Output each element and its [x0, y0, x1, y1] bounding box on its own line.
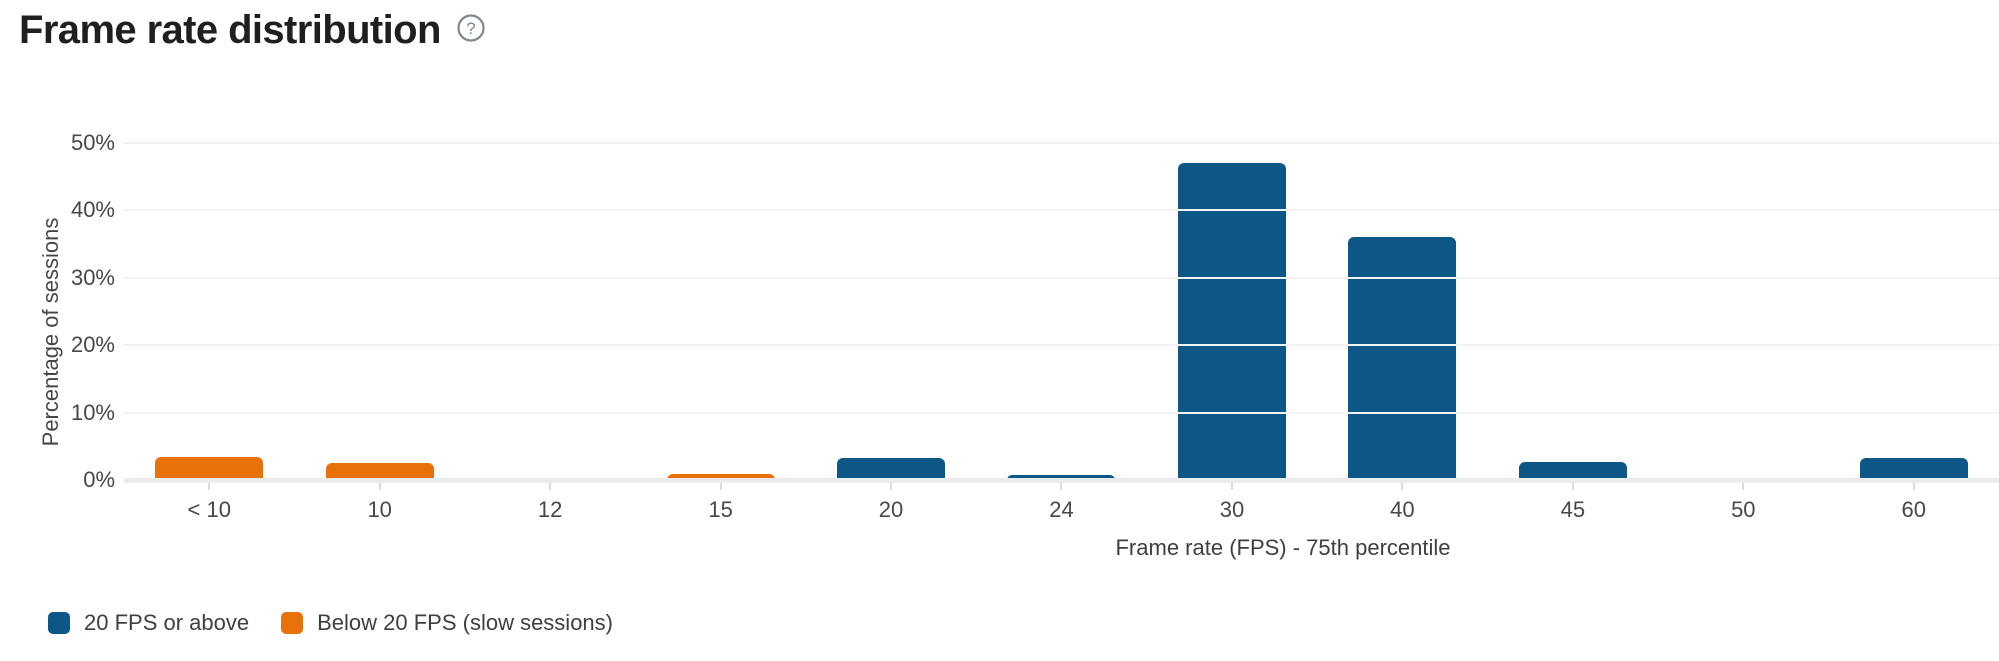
x-axis-labels: < 10 10 12 15 20 24 30 40 45 50 60: [124, 483, 1999, 523]
x-category-label-40: 40: [1390, 497, 1415, 522]
x-slot-40: 40: [1317, 483, 1487, 523]
bar-slot-60: [1829, 143, 1999, 480]
bar-slot-50: [1658, 143, 1828, 480]
x-slot-60: 60: [1829, 483, 1999, 523]
x-category-label-20: 20: [878, 497, 904, 522]
x-category-label-60: 60: [1901, 497, 1926, 522]
x-tickmark-20: [890, 483, 893, 490]
x-slot-50: 50: [1658, 483, 1828, 523]
x-slot-< 10: < 10: [124, 483, 294, 523]
gridline-10%: [124, 411, 1999, 414]
bar-60[interactable]: [1859, 458, 1968, 480]
x-slot-20: 20: [806, 483, 976, 523]
bar-slot-24: [976, 143, 1146, 480]
x-axis-title: Frame rate (FPS) - 75th percentile: [1115, 535, 1451, 560]
bar-slot-30: [1147, 143, 1317, 480]
x-category-label-50: 50: [1731, 497, 1756, 522]
x-axis-baseline: [124, 478, 1999, 483]
x-slot-45: 45: [1488, 483, 1658, 523]
x-tickmark-60: [1912, 483, 1915, 490]
y-tick-label-10%: 10%: [70, 399, 115, 425]
bar-slot-12: [465, 143, 635, 480]
x-tickmark-10: [378, 483, 381, 490]
x-tickmark-< 10: [208, 483, 211, 490]
x-tickmark-40: [1401, 483, 1404, 490]
bar-slot-10: [294, 143, 464, 480]
bar-slot-< 10: [124, 143, 294, 480]
legend-swatch-icon: [48, 612, 70, 634]
bar-10[interactable]: [325, 463, 434, 480]
y-tick-label-30%: 30%: [70, 264, 115, 290]
x-slot-10: 10: [294, 483, 464, 523]
bar-45[interactable]: [1518, 461, 1627, 480]
y-tick-label-50%: 50%: [70, 130, 115, 155]
bar-slot-20: [806, 143, 976, 480]
x-category-label-15: 15: [708, 497, 733, 522]
gridline-30%: [124, 276, 1999, 279]
legend-item-20-fps-or-above: 20 FPS or above: [48, 610, 249, 636]
x-slot-24: 24: [976, 483, 1146, 523]
bar-40[interactable]: [1348, 237, 1457, 480]
bar-20[interactable]: [837, 458, 946, 480]
gridline-50%: [124, 142, 1999, 144]
y-tick-label-20%: 20%: [70, 332, 115, 358]
x-slot-12: 12: [465, 483, 635, 523]
gridline-20%: [124, 344, 1999, 347]
x-tickmark-45: [1571, 483, 1574, 490]
title-row: Frame rate distribution ?: [19, 8, 486, 53]
bar-< 10[interactable]: [155, 457, 264, 480]
svg-text:?: ?: [466, 19, 475, 38]
legend-item-below-20-fps-(slow-sessions): Below 20 FPS (slow sessions): [281, 610, 613, 636]
x-category-label-< 10: < 10: [187, 497, 231, 522]
bar-15[interactable]: [666, 473, 775, 480]
legend-swatch-icon: [281, 612, 304, 634]
x-category-label-12: 12: [537, 497, 563, 522]
bar-30[interactable]: [1177, 163, 1286, 480]
bar-24[interactable]: [1007, 475, 1116, 480]
page-title: Frame rate distribution: [19, 8, 441, 52]
x-tickmark-24: [1060, 483, 1063, 490]
x-category-label-45: 45: [1560, 497, 1586, 522]
x-slot-30: 30: [1147, 483, 1317, 523]
x-category-label-24: 24: [1049, 497, 1074, 522]
x-tickmark-15: [719, 483, 722, 490]
bar-slot-40: [1317, 143, 1487, 480]
gridline-40%: [124, 209, 1999, 212]
plot-area: [124, 142, 1999, 480]
legend-label: Below 20 FPS (slow sessions): [317, 610, 613, 635]
x-tickmark-30: [1230, 483, 1233, 490]
x-tickmark-50: [1742, 483, 1745, 490]
x-category-label-30: 30: [1219, 497, 1245, 522]
legend-label: 20 FPS or above: [84, 610, 250, 635]
y-tick-label-40%: 40%: [70, 197, 115, 223]
bar-slot-15: [635, 143, 805, 480]
x-slot-15: 15: [635, 483, 805, 523]
bars-row: [124, 143, 1999, 480]
x-category-label-10: 10: [367, 497, 392, 522]
y-tick-label-0%: 0%: [83, 467, 115, 492]
bar-slot-45: [1488, 143, 1658, 480]
x-tickmark-12: [549, 483, 552, 490]
help-icon[interactable]: ?: [456, 13, 486, 48]
chart-legend: 20 FPS or above Below 20 FPS (slow sessio…: [48, 610, 613, 636]
